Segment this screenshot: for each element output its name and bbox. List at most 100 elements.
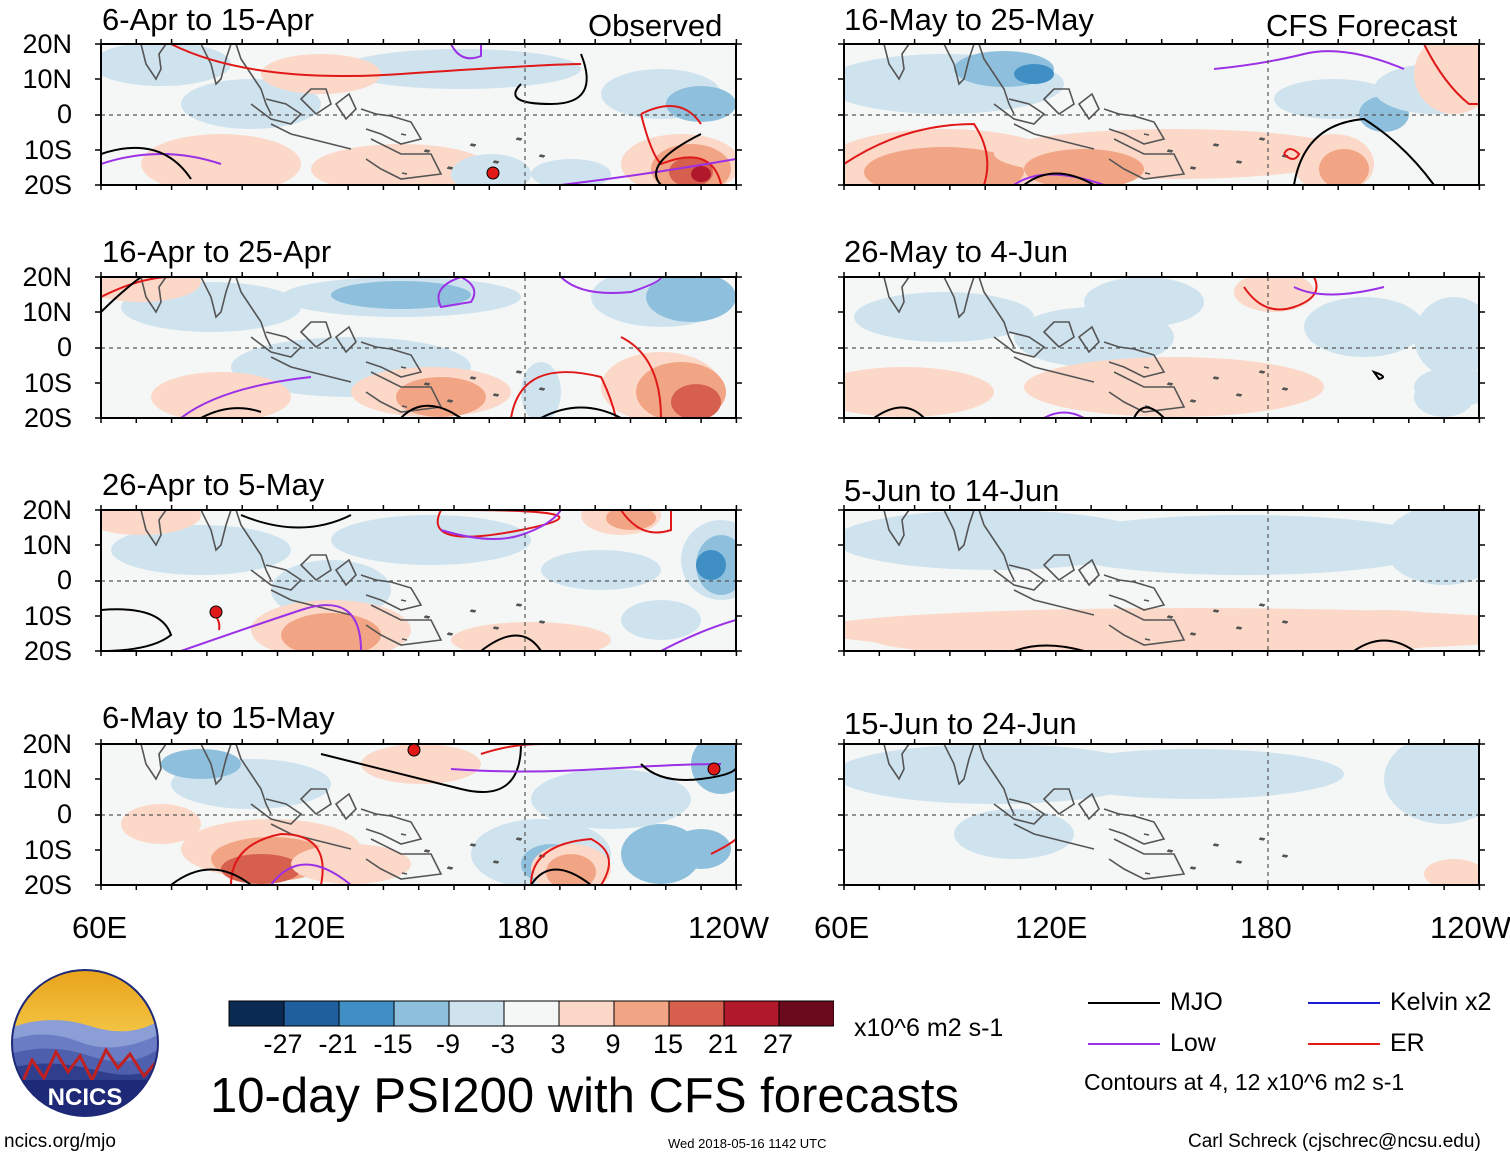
coastline [1103, 808, 1166, 845]
anomaly-blob [854, 292, 1034, 342]
anomaly-blob [1014, 64, 1054, 84]
island-mark [492, 627, 499, 630]
legend-line-low [1088, 1043, 1160, 1045]
island-mark [469, 844, 476, 847]
contour-mjo [101, 277, 142, 313]
island-mark [515, 138, 522, 141]
anomaly-blob [101, 277, 201, 302]
coastline [978, 44, 1015, 115]
colorbar-swatch-3 [393, 1000, 450, 1027]
colorbar-swatch-8 [668, 1000, 725, 1027]
island-mark [1166, 616, 1173, 619]
coastline [1013, 589, 1095, 616]
map-panel-fc3 [838, 505, 1485, 656]
panel-title-fc-4: 15-Jun to 24-Jun [844, 706, 1077, 741]
coastline [360, 108, 423, 145]
island-mark [400, 599, 407, 602]
contour-mjo [240, 514, 352, 529]
anomaly-blob [541, 550, 661, 590]
island-mark [493, 160, 500, 163]
island-mark [401, 872, 408, 875]
island-mark [423, 383, 430, 386]
island-mark [516, 370, 523, 373]
island-mark [1236, 626, 1243, 629]
anomaly-blob [691, 166, 711, 182]
contour-low [270, 863, 352, 885]
contour-er [620, 510, 672, 534]
lat-label-row3-1: 10N [22, 530, 72, 560]
colorbar-swatch-0 [228, 1000, 285, 1027]
coastline [1013, 356, 1095, 383]
contour-mjo [1353, 639, 1416, 651]
colorbar-swatch-4 [448, 1000, 505, 1027]
island-mark [1236, 860, 1243, 863]
island-mark [1167, 149, 1174, 152]
island-mark [469, 377, 476, 380]
contour-er [530, 837, 610, 885]
footer-link[interactable]: ncics.org/mjo [4, 1131, 116, 1152]
coastline [250, 98, 303, 125]
island-mark [516, 837, 523, 840]
contours-note: Contours at 4, 12 x10^6 m2 s-1 [1084, 1069, 1405, 1095]
contour-low [1043, 411, 1085, 418]
coastline [1103, 341, 1166, 378]
coastline [943, 744, 975, 786]
anomaly-blob [141, 134, 301, 185]
colorbar-swatch-7 [613, 1000, 670, 1027]
coastline [334, 92, 357, 121]
island-mark [470, 843, 477, 846]
contour-er [1243, 277, 1318, 311]
anomaly-blob [261, 54, 381, 94]
anomaly-blob [1304, 297, 1424, 357]
island-mark [1143, 133, 1150, 136]
legend-label-kelvin: Kelvin x2 [1390, 988, 1492, 1016]
island-mark [1166, 383, 1173, 386]
island-mark [447, 866, 454, 869]
colorbar-label-1: -21 [318, 1029, 358, 1059]
coastline [140, 744, 167, 781]
map-panel-fc2 [838, 272, 1485, 423]
island-mark [1236, 393, 1243, 396]
island-mark [400, 366, 407, 369]
coastline [299, 321, 332, 349]
map-panel-obs3 [95, 505, 742, 656]
island-mark [492, 161, 499, 164]
coastline [334, 325, 357, 354]
contour-er [1283, 148, 1301, 160]
coastline [1042, 88, 1075, 116]
island-mark [1167, 849, 1174, 852]
observed-tag: Observed [588, 8, 723, 43]
island-mark [538, 621, 545, 624]
island-mark [1143, 599, 1150, 602]
anomaly-blob [1414, 377, 1474, 417]
coastline [235, 44, 272, 115]
map-panels [95, 39, 1485, 890]
map-panel-obs4 [95, 739, 742, 890]
coastline [360, 574, 423, 611]
island-mark [1282, 620, 1289, 623]
anomaly-blob [1044, 515, 1444, 575]
island-mark [1282, 387, 1289, 390]
island-mark [447, 632, 454, 635]
island-mark [1235, 627, 1242, 630]
island-mark [423, 150, 430, 153]
island-mark [538, 388, 545, 391]
panel-title-obs-3: 26-Apr to 5-May [102, 467, 325, 502]
island-mark [492, 394, 499, 397]
contour-mjo [1293, 117, 1435, 185]
island-mark [538, 155, 545, 158]
island-mark [400, 133, 407, 136]
coastline [235, 277, 272, 348]
island-mark [1212, 144, 1219, 147]
coastline [200, 44, 232, 86]
contour-mjo [101, 608, 173, 651]
coastline [200, 277, 232, 319]
island-mark [470, 376, 477, 379]
coastline [943, 44, 975, 86]
contour-mjo [1133, 406, 1165, 418]
contour-er [510, 371, 617, 418]
island-mark [1143, 366, 1150, 369]
footer-timestamp: Wed 2018-05-16 1142 UTC [668, 1136, 827, 1151]
coastline [993, 98, 1046, 125]
contour-low [1213, 50, 1405, 70]
